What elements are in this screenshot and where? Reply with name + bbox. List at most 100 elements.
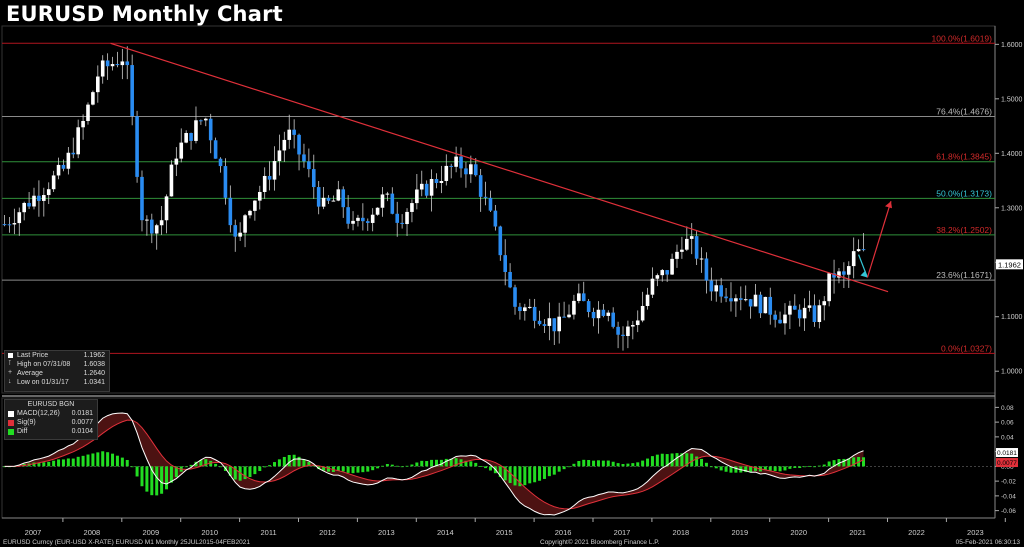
- diff-bar: [361, 466, 365, 473]
- candle-down: [758, 294, 763, 314]
- x-tick-label: 2023: [967, 528, 984, 537]
- candle-up: [243, 215, 247, 233]
- diff-bar: [547, 466, 551, 477]
- candle-down: [778, 319, 782, 324]
- diff-bar: [145, 466, 149, 492]
- candle-up: [42, 195, 46, 201]
- candle-up: [635, 320, 640, 326]
- diff-bar: [292, 454, 296, 467]
- candle-up: [46, 189, 51, 196]
- candle-down: [218, 158, 223, 167]
- candle-down: [297, 134, 301, 155]
- candle-up: [194, 120, 198, 141]
- diff-bar: [488, 466, 492, 471]
- diff-bar: [96, 452, 100, 467]
- candle-down: [611, 312, 615, 327]
- candle-down: [135, 116, 139, 177]
- diff-bar: [400, 466, 404, 468]
- y-tick-label: 1.5000: [1001, 96, 1023, 103]
- candle-down: [27, 202, 31, 207]
- diff-bar: [685, 453, 689, 467]
- diff-bar: [106, 452, 110, 467]
- candle-up: [650, 278, 655, 295]
- diff-bar: [297, 456, 301, 467]
- diff-bar: [773, 466, 777, 472]
- diff-bar: [508, 466, 512, 484]
- candle-up: [179, 142, 184, 159]
- candle-up: [469, 164, 473, 175]
- diff-bar: [47, 461, 51, 467]
- high-label: High on 07/31/08: [17, 361, 71, 368]
- candle-up: [164, 196, 169, 221]
- candle-up: [802, 307, 807, 319]
- candle-up: [100, 60, 105, 77]
- diff-bar: [390, 464, 394, 467]
- candle-up: [439, 180, 444, 183]
- diff-bar: [341, 466, 345, 472]
- diff-bar: [670, 453, 674, 467]
- y-tick-label: 1.3000: [1001, 205, 1023, 212]
- diff-bar: [268, 465, 272, 467]
- diff-bar: [150, 466, 154, 496]
- candle-up: [184, 133, 188, 143]
- fib-level-label: 76.4%(1.4676): [936, 106, 992, 116]
- diff-bar: [111, 453, 115, 467]
- candle-up: [159, 220, 164, 226]
- diff-bar: [842, 458, 846, 467]
- projection-up-arrow: [866, 201, 892, 278]
- candle-down: [208, 118, 213, 141]
- fib-level-label: 61.8%(1.3845): [936, 152, 992, 162]
- fib-level-label: 38.2%(1.2502): [936, 225, 992, 235]
- candle-up: [523, 307, 527, 312]
- x-tick-label: 2013: [378, 528, 395, 537]
- diff-bar: [641, 460, 645, 467]
- candle-down: [316, 187, 321, 207]
- diff-bar: [611, 461, 615, 467]
- candle-up: [660, 270, 665, 276]
- candle-up: [783, 314, 787, 324]
- diff-bar: [744, 466, 748, 473]
- candle-up: [262, 175, 267, 192]
- candle-up: [248, 210, 252, 216]
- candle-down: [365, 221, 370, 223]
- candle-up: [567, 314, 571, 318]
- candle-up: [851, 251, 856, 267]
- diff-bar: [81, 455, 85, 467]
- macd-label: MACD(12,26): [17, 410, 60, 417]
- diff-bar: [434, 459, 438, 467]
- candle-up: [351, 220, 355, 224]
- y-tick-label: 1.4000: [1001, 151, 1023, 158]
- diff-bar: [194, 461, 198, 467]
- candle-up: [640, 305, 645, 321]
- macd-tick-label: 0.00: [1001, 464, 1014, 471]
- candle-down: [37, 195, 41, 201]
- candle-down: [552, 318, 557, 332]
- last-price-swatch: [8, 353, 13, 358]
- diff-bar: [709, 466, 713, 468]
- x-tick-label: 2015: [496, 528, 513, 537]
- candle-down: [361, 217, 365, 222]
- candle-down: [213, 140, 218, 159]
- macd-tick-label: -0.02: [1001, 479, 1016, 486]
- candle-up: [22, 202, 26, 213]
- diff-bar: [444, 458, 448, 467]
- candle-down: [140, 176, 144, 221]
- diff-bar: [533, 466, 537, 483]
- candle-up: [856, 249, 861, 252]
- candle-down: [704, 258, 709, 281]
- diff-bar: [380, 465, 384, 467]
- candle-up: [287, 129, 292, 140]
- candle-up: [336, 189, 341, 201]
- candle-down: [464, 168, 468, 175]
- candle-down: [773, 314, 777, 320]
- diff-bar: [420, 460, 424, 467]
- diff-bar: [454, 458, 458, 467]
- average-label: Average: [17, 370, 43, 377]
- diff-bar: [204, 459, 208, 467]
- candle-up: [689, 236, 694, 239]
- candle-down: [709, 280, 714, 292]
- signal-label: Sig(9): [17, 419, 36, 426]
- candle-down: [125, 61, 130, 66]
- diff-bar: [474, 462, 478, 467]
- diff-bar: [469, 461, 473, 467]
